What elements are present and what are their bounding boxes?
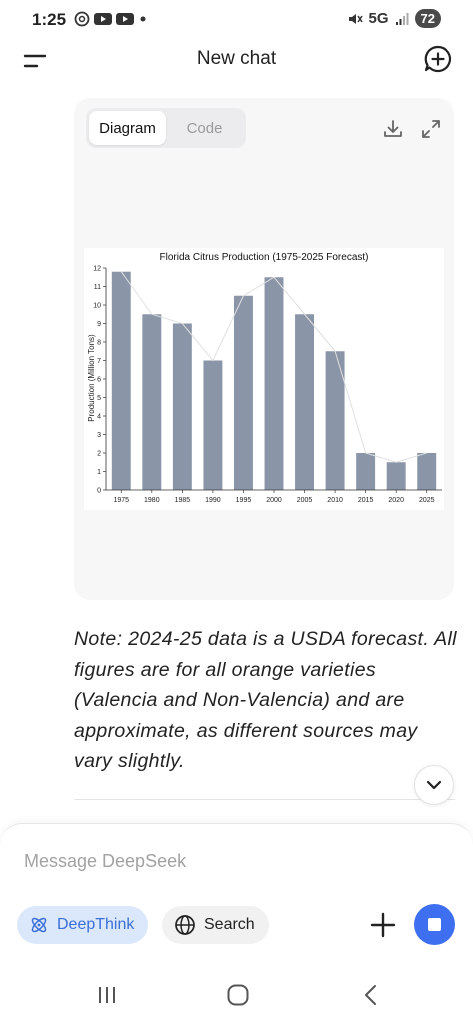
- chart-y-tick-label: 8: [97, 340, 101, 347]
- search-label: Search: [204, 916, 255, 933]
- search-button[interactable]: Search: [162, 906, 269, 944]
- chart-y-tick-label: 5: [97, 395, 101, 402]
- menu-icon: [23, 54, 47, 68]
- deepthink-button[interactable]: DeepThink: [17, 906, 149, 944]
- chart-container: Florida Citrus Production (1975-2025 For…: [84, 248, 444, 510]
- chevron-down-icon: [426, 780, 442, 790]
- home-button[interactable]: [223, 980, 253, 1010]
- chart-y-tick-label: 4: [97, 414, 101, 421]
- chart-bar: [111, 271, 131, 490]
- network-label: 5G: [368, 10, 389, 27]
- status-bar: 1:25 5G 72: [0, 0, 473, 42]
- notification-icons: [74, 11, 148, 27]
- status-time: 1:25: [32, 10, 67, 29]
- download-icon: [384, 120, 402, 137]
- chart-x-tick-label: 1980: [144, 497, 160, 504]
- recent-apps-icon: [99, 987, 115, 1003]
- battery-indicator: 72: [414, 9, 441, 28]
- menu-button[interactable]: [22, 50, 48, 72]
- atom-icon: [31, 917, 47, 933]
- chart-bar: [233, 295, 253, 490]
- chart-x-tick-label: 2005: [297, 497, 313, 504]
- youtube-icon: [94, 13, 112, 25]
- deepthink-label: DeepThink: [57, 916, 135, 933]
- composer: DeepThink Search: [0, 823, 473, 965]
- message-input[interactable]: [24, 846, 444, 876]
- bar-chart: Florida Citrus Production (1975-2025 For…: [87, 252, 442, 504]
- chart-bar: [356, 453, 376, 490]
- chart-y-tick-label: 11: [94, 284, 101, 291]
- attach-button[interactable]: [368, 910, 398, 940]
- chart-y-tick-label: 0: [97, 488, 101, 495]
- chart-bar: [203, 360, 223, 490]
- chart-y-tick-label: 3: [97, 432, 101, 439]
- stop-button[interactable]: [414, 904, 455, 945]
- scroll-down-button[interactable]: [414, 765, 454, 805]
- expand-icon: [422, 120, 440, 138]
- chart-trend-line: [120, 271, 427, 463]
- youtube-icon: [116, 13, 134, 25]
- back-button[interactable]: [356, 980, 386, 1010]
- chart-y-tick-label: 10: [93, 303, 101, 310]
- chart-y-tick-label: 12: [93, 266, 101, 273]
- chart-bar: [417, 453, 437, 490]
- chart-y-tick-label: 9: [97, 321, 101, 328]
- page-title: New chat: [196, 48, 277, 69]
- chart-x-tick-label: 1985: [175, 497, 191, 504]
- plus-icon: [370, 912, 396, 938]
- back-icon: [365, 985, 376, 1005]
- globe-icon: [175, 915, 195, 935]
- chart-bar: [264, 277, 284, 490]
- chart-bar: [386, 462, 406, 490]
- chart-x-tick-label: 2025: [419, 497, 435, 504]
- status-right: 5G 72: [347, 9, 441, 28]
- home-icon: [227, 984, 249, 1006]
- chart-x-tick-label: 1995: [236, 497, 252, 504]
- recent-apps-button[interactable]: [92, 980, 122, 1010]
- expand-button[interactable]: [420, 118, 442, 140]
- divider: [74, 799, 455, 800]
- chart-bar: [172, 323, 192, 490]
- chart-bar: [325, 351, 345, 490]
- chart-y-tick-label: 6: [97, 377, 101, 384]
- chart-y-tick-label: 7: [97, 358, 101, 365]
- artifact-tabs: Diagram Code: [86, 108, 246, 148]
- artifact-card: Diagram Code Florida Citrus Production (…: [74, 98, 454, 600]
- chart-x-tick-label: 1975: [113, 497, 129, 504]
- threads-icon: [74, 11, 90, 27]
- tab-code[interactable]: Code: [186, 119, 223, 137]
- chart-x-tick-label: 2020: [388, 497, 404, 504]
- chart-y-axis-label: Production (Million Tons): [87, 334, 96, 422]
- dot-icon: [140, 16, 146, 22]
- stop-icon: [428, 918, 441, 931]
- new-chat-icon: [424, 45, 452, 73]
- chart-x-tick-label: 2010: [327, 497, 343, 504]
- chart-x-tick-label: 2000: [266, 497, 282, 504]
- chart-x-tick-label: 2015: [358, 497, 374, 504]
- response-note: Note: 2024-25 data is a USDA forecast. A…: [74, 628, 457, 772]
- chart-y-tick-label: 2: [97, 451, 101, 458]
- chart-bar: [295, 314, 315, 490]
- system-nav-bar: [0, 965, 473, 1024]
- chart-x-tick-label: 1990: [205, 497, 221, 504]
- download-button[interactable]: [382, 118, 404, 140]
- new-chat-button[interactable]: [423, 44, 453, 74]
- top-bar: New chat: [0, 42, 473, 78]
- chart-title: Florida Citrus Production (1975-2025 For…: [160, 252, 369, 263]
- tab-diagram[interactable]: Diagram: [89, 111, 166, 145]
- chart-y-tick-label: 1: [97, 469, 101, 476]
- signal-icon: [395, 12, 409, 25]
- chart-bar: [142, 314, 162, 490]
- mute-icon: [348, 13, 363, 24]
